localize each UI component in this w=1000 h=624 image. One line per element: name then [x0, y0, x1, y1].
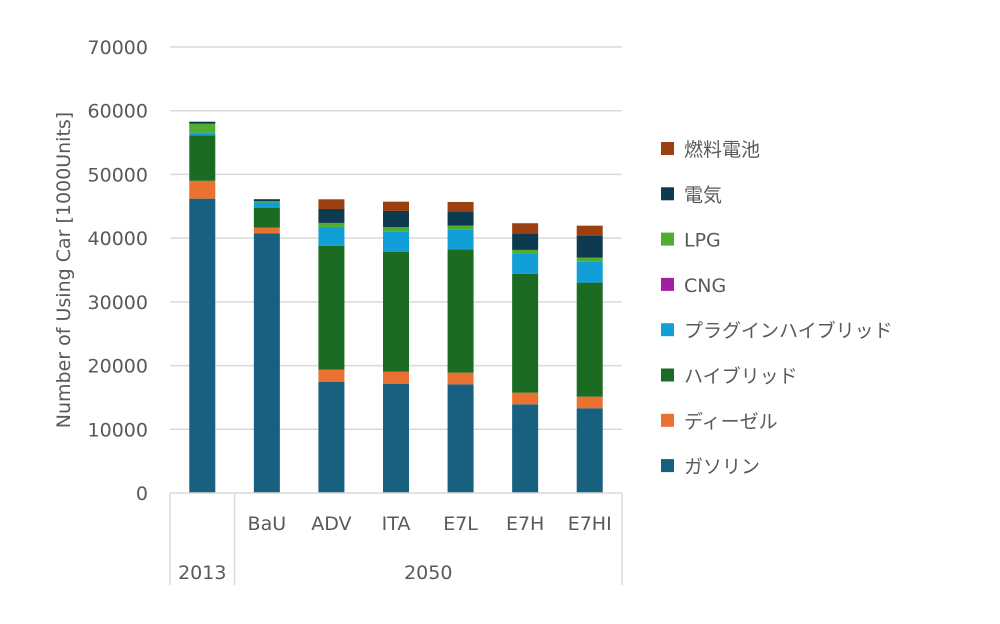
y-tick-label: 50000 — [88, 164, 148, 186]
legend-label: ガソリン — [684, 456, 760, 478]
bar-segment — [189, 181, 215, 199]
bar-segment — [383, 384, 409, 493]
x-tick-label: BaU — [248, 513, 287, 535]
bar-segment — [577, 261, 603, 282]
bar-segment — [189, 199, 215, 493]
y-tick-label: 40000 — [88, 228, 148, 250]
bar-segment — [254, 199, 280, 201]
bar-segment — [189, 135, 215, 181]
x-tick-label: E7H — [506, 513, 544, 535]
legend-label: プラグインハイブリッド — [684, 319, 893, 342]
bar-segment — [448, 230, 474, 249]
bar-segment — [512, 233, 538, 250]
legend-item: プラグインハイブリッド — [661, 319, 893, 342]
x-tick-label: ITA — [382, 513, 411, 535]
x-tick-label: ADV — [311, 513, 351, 535]
y-axis-ticks: 0 10000 20000 30000 40000 50000 60000 70000 — [88, 37, 148, 505]
bar-segment — [512, 404, 538, 493]
bar-segment — [254, 228, 280, 234]
bar-segment — [448, 211, 474, 225]
bar-segment — [448, 202, 474, 211]
x-group-label: 2050 — [404, 562, 452, 584]
bar-segment — [318, 223, 344, 227]
y-tick-label: 0 — [136, 483, 148, 505]
y-tick-label: 10000 — [88, 419, 148, 441]
bar-segment — [512, 393, 538, 405]
y-axis-label: Number of Using Car [1000Units] — [53, 112, 75, 428]
x-tick-label: E7L — [443, 513, 478, 535]
legend-item: CNG — [661, 275, 726, 297]
bar-segment — [254, 208, 280, 228]
legend-swatch — [661, 233, 674, 246]
x-group-label: 2013 — [178, 562, 226, 584]
bar-segment — [448, 373, 474, 385]
y-tick-label: 60000 — [88, 101, 148, 123]
x-tick-label: E7HI — [568, 513, 612, 535]
bar-segment — [318, 382, 344, 493]
legend-item: ディーゼル — [661, 411, 778, 433]
bar-segment — [383, 372, 409, 384]
legend-swatch — [661, 323, 674, 336]
legend-swatch — [661, 369, 674, 382]
y-tick-label: 20000 — [88, 356, 148, 378]
bar-segment — [189, 133, 215, 136]
bar-segment — [448, 226, 474, 230]
bar-segment — [383, 232, 409, 252]
bar-segment — [577, 236, 603, 258]
bar-segment — [577, 283, 603, 397]
legend-item: ハイブリッド — [661, 365, 798, 388]
bar-segment — [189, 124, 215, 133]
legend-label: 電気 — [684, 184, 722, 206]
y-tick-label: 70000 — [88, 37, 148, 59]
bar-segment — [318, 246, 344, 370]
legend-swatch — [661, 459, 674, 472]
bar-segment — [189, 122, 215, 124]
bar-segment — [512, 223, 538, 233]
legend-item: 電気 — [661, 184, 722, 206]
legend-label: CNG — [684, 275, 726, 297]
legend-label: ハイブリッド — [684, 365, 798, 388]
legend-item: LPG — [661, 230, 721, 252]
bar-segment — [318, 227, 344, 246]
bars — [189, 122, 602, 493]
legend-label: ディーゼル — [684, 411, 778, 433]
bar-segment — [577, 258, 603, 262]
legend-swatch — [661, 187, 674, 200]
legend-item: ガソリン — [661, 456, 760, 478]
bar-segment — [254, 201, 280, 202]
y-tick-label: 30000 — [88, 292, 148, 314]
legend-label: 燃料電池 — [684, 139, 760, 161]
bar-segment — [512, 250, 538, 254]
bar-segment — [383, 202, 409, 211]
bar-segment — [318, 199, 344, 209]
x-axis: BaU ADV ITA E7L E7H E7HI 2013 2050 — [170, 493, 622, 585]
bar-segment — [318, 209, 344, 223]
bar-segment — [383, 227, 409, 231]
legend-swatch — [661, 414, 674, 427]
bar-segment — [448, 249, 474, 372]
bar-segment — [254, 233, 280, 493]
bar-segment — [254, 203, 280, 208]
bar-segment — [577, 397, 603, 409]
bar-segment — [577, 408, 603, 493]
bar-segment — [512, 254, 538, 274]
legend-swatch — [661, 278, 674, 291]
legend-swatch — [661, 142, 674, 155]
bar-segment — [383, 252, 409, 372]
legend-label: LPG — [684, 230, 721, 252]
legend-item: 燃料電池 — [661, 139, 760, 161]
bar-segment — [318, 370, 344, 382]
bar-segment — [577, 226, 603, 236]
bar-segment — [512, 274, 538, 393]
bar-segment — [448, 384, 474, 493]
bar-segment — [383, 211, 409, 227]
